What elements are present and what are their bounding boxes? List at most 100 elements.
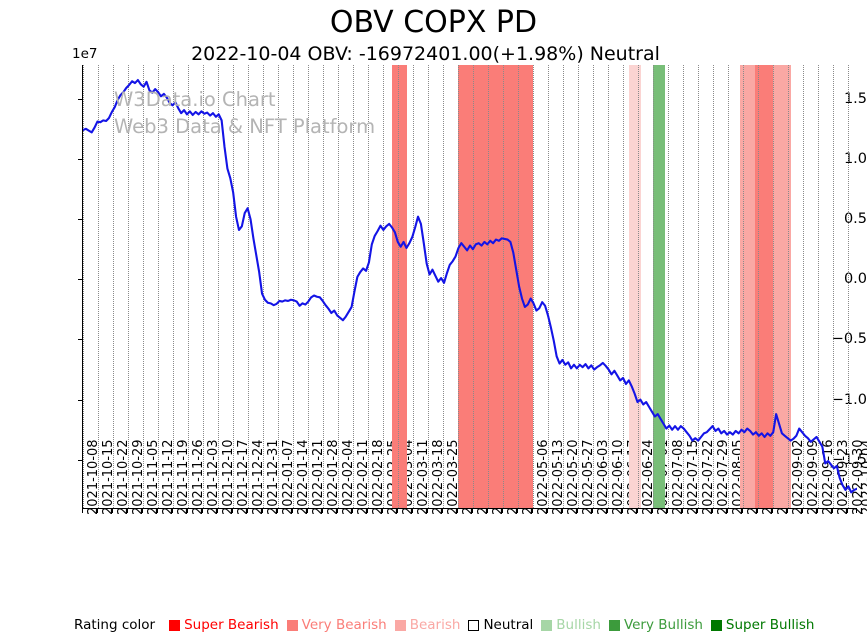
legend-item[interactable]: Super Bearish <box>169 617 279 633</box>
legend-swatch <box>710 619 722 631</box>
legend-label: Very Bearish <box>301 617 387 633</box>
legend-swatch <box>286 619 298 631</box>
gridline <box>188 65 189 508</box>
rating-band <box>458 65 533 508</box>
gridline <box>683 65 684 508</box>
x-tick-mark <box>337 509 338 513</box>
legend-item[interactable]: Super Bullish <box>710 617 815 633</box>
x-tick-mark <box>457 509 458 513</box>
chart-title: OBV COPX PD <box>329 5 538 40</box>
y-tick-mark <box>78 98 82 100</box>
gridline <box>413 65 414 508</box>
rating-band <box>653 65 665 508</box>
y-tick-mark <box>78 399 82 401</box>
legend: Rating color Super Bearish Very Bearish Be… <box>74 617 822 633</box>
x-tick-mark <box>577 509 578 513</box>
y-tick-label: 0.5 <box>843 211 867 228</box>
legend-swatch <box>608 619 620 631</box>
gridline <box>293 65 294 508</box>
x-tick-mark <box>682 509 683 513</box>
gridline <box>578 65 579 508</box>
y-tick-mark <box>78 339 82 341</box>
x-tick-mark <box>292 509 293 513</box>
x-tick-label: 2022-10-04 <box>860 439 867 515</box>
gridline <box>638 65 639 508</box>
gridline <box>773 65 774 508</box>
x-tick-mark <box>637 509 638 513</box>
x-tick-mark <box>697 509 698 513</box>
gridline <box>263 65 264 508</box>
y-axis-title: OBV <box>0 241 4 272</box>
y-tick-mark <box>78 279 82 281</box>
legend-swatch <box>169 619 181 631</box>
gridline <box>143 65 144 508</box>
y-tick-label: −0.5 <box>831 331 867 348</box>
y-tick-label: 1.0 <box>843 150 867 167</box>
gridline <box>233 65 234 508</box>
legend-swatch <box>468 619 480 631</box>
x-tick-mark <box>817 509 818 513</box>
x-tick-mark <box>856 509 857 513</box>
gridline <box>383 65 384 508</box>
x-tick-mark <box>307 509 308 513</box>
x-tick-mark <box>847 509 848 513</box>
gridline <box>218 65 219 508</box>
gridline <box>203 65 204 508</box>
gridline <box>458 65 459 508</box>
gridline <box>353 65 354 508</box>
gridline <box>608 65 609 508</box>
legend-label: Bearish <box>409 617 461 633</box>
gridline <box>758 65 759 508</box>
x-tick-mark <box>472 509 473 513</box>
gridline <box>173 65 174 508</box>
legend-item[interactable]: Neutral <box>468 617 533 633</box>
x-tick-mark <box>367 509 368 513</box>
gridline <box>698 65 699 508</box>
legend-item[interactable]: Very Bearish <box>286 617 387 633</box>
gridline <box>743 65 744 508</box>
x-tick-mark <box>502 509 503 513</box>
legend-item[interactable]: Bearish <box>394 617 461 633</box>
x-tick-mark <box>157 509 158 513</box>
x-tick-mark <box>112 509 113 513</box>
x-tick-mark <box>667 509 668 513</box>
legend-item[interactable]: Very Bullish <box>608 617 703 633</box>
legend-item[interactable]: Bullish <box>541 617 601 633</box>
x-tick-mark <box>832 509 833 513</box>
gridline <box>818 65 819 508</box>
x-tick-mark <box>412 509 413 513</box>
x-tick-mark <box>442 509 443 513</box>
y-tick-mark <box>78 158 82 160</box>
x-tick-mark <box>607 509 608 513</box>
x-tick-mark <box>727 509 728 513</box>
x-tick-mark <box>742 509 743 513</box>
x-tick-mark <box>652 509 653 513</box>
y-tick-label: −1.0 <box>831 391 867 408</box>
legend-label: Super Bullish <box>725 617 815 633</box>
gridline <box>278 65 279 508</box>
gridline <box>788 65 789 508</box>
rating-band <box>392 65 407 508</box>
gridline <box>323 65 324 508</box>
gridline <box>473 65 474 508</box>
gridline <box>98 65 99 508</box>
x-tick-mark <box>382 509 383 513</box>
legend-items: Super Bearish Very Bearish Bearish Neutral B… <box>169 617 822 633</box>
legend-label: Bullish <box>556 617 601 633</box>
obv-line-series <box>83 79 857 494</box>
x-tick-mark <box>82 509 83 513</box>
x-tick-mark <box>622 509 623 513</box>
gridline <box>728 65 729 508</box>
gridline <box>368 65 369 508</box>
x-tick-mark <box>802 509 803 513</box>
gridline <box>128 65 129 508</box>
x-tick-mark <box>562 509 563 513</box>
gridline <box>503 65 504 508</box>
x-tick-mark <box>262 509 263 513</box>
y-axis-offset-label: 1e7 <box>72 46 98 62</box>
gridline <box>593 65 594 508</box>
x-tick-mark <box>712 509 713 513</box>
gridline <box>308 65 309 508</box>
legend-swatch <box>541 619 553 631</box>
